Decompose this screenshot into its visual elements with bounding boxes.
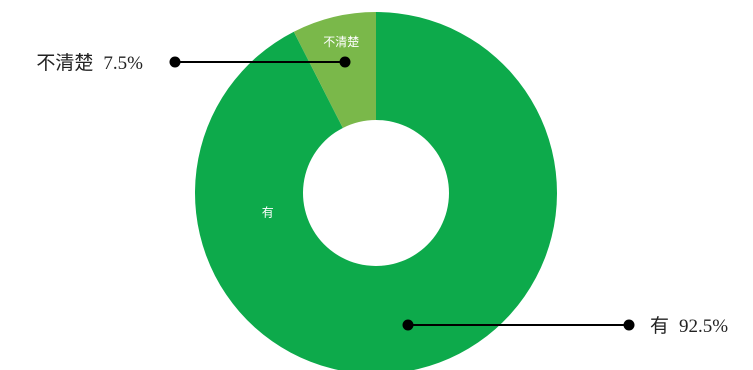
callout-category-0: 有 [650,315,669,337]
callout-label-1: 不清楚 7.5% [36,52,143,74]
callouts-group: 有 92.5% 不清楚 7.5% [36,52,728,337]
slice-inner-label-1: 不清楚 [323,35,359,49]
slice-0 [195,12,557,370]
leader-anchor-dot-1 [339,56,351,68]
callout-label-0: 有 92.5% [650,315,728,337]
leader-end-dot-0 [623,319,635,331]
slice-inner-label-0: 有 [262,206,274,220]
callout-value-0: 92.5% [679,316,728,337]
callout-value-1: 7.5% [103,53,143,74]
leader-end-dot-1 [169,56,181,68]
slices-group [195,12,557,370]
inner-labels-group: 有 不清楚 [262,35,359,220]
slice-1 [293,12,376,128]
leader-anchor-dot-0 [402,319,414,331]
callout-category-1: 不清楚 [36,52,93,74]
